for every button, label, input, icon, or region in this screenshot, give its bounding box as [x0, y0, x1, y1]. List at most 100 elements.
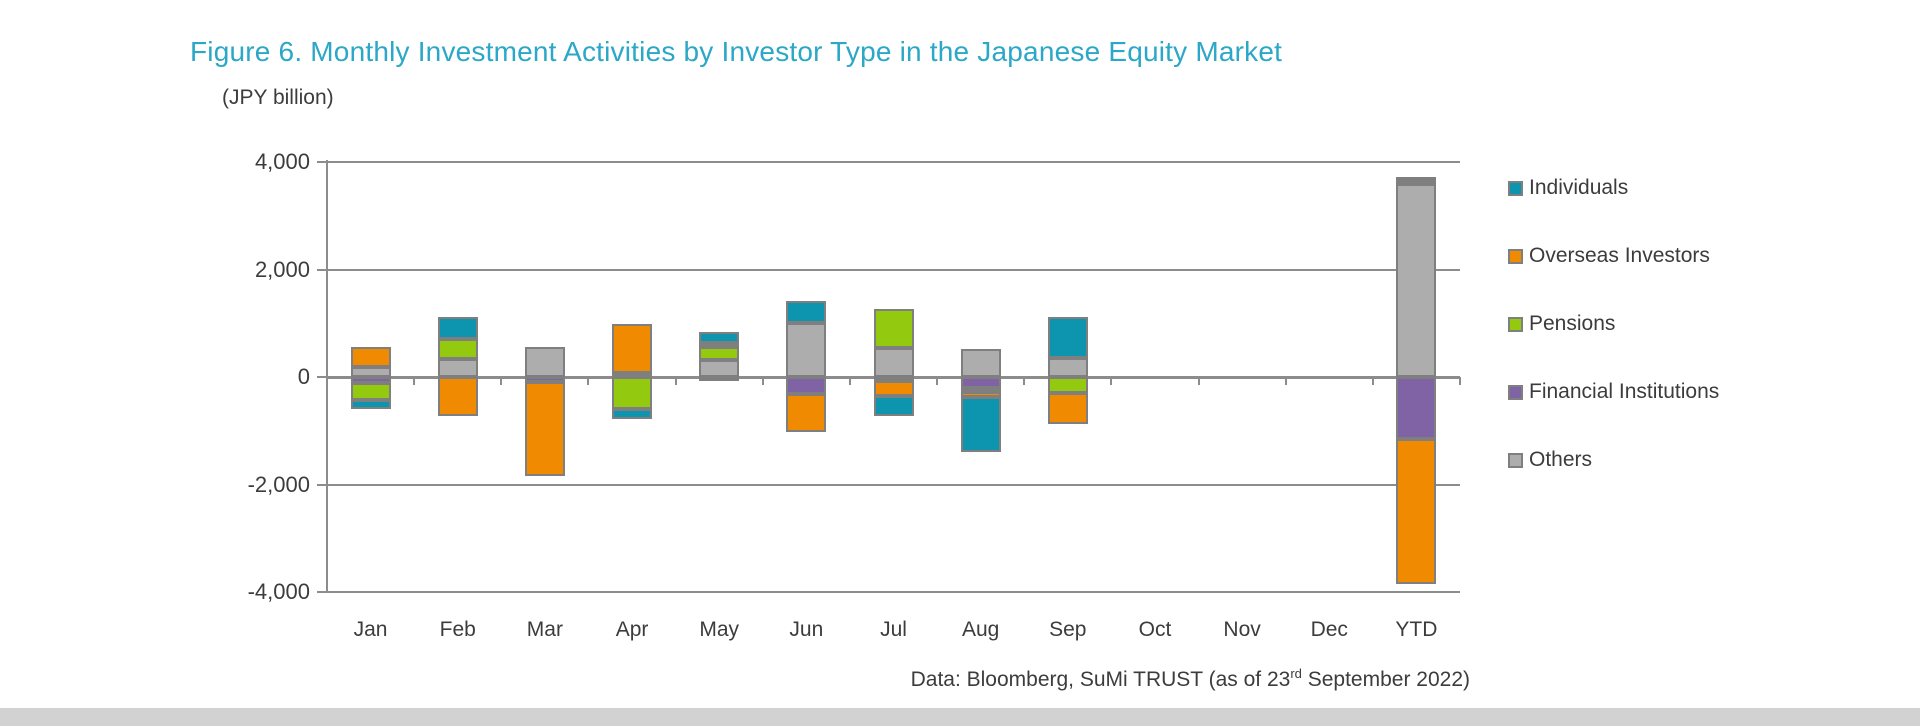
y-axis-tick: [317, 376, 327, 378]
y-axis-line: [326, 160, 328, 592]
legend-label: Pensions: [1529, 312, 1616, 335]
x-axis-label-may: May: [699, 618, 740, 641]
y-axis-label: 4,000: [254, 149, 310, 174]
bar-segment-jul-individuals: [873, 395, 914, 417]
x-axis-label-mar: Mar: [526, 618, 563, 641]
legend-item-financial-institutions: Financial Institutions: [1508, 380, 1719, 404]
chart-title: Figure 6. Monthly Investment Activities …: [190, 36, 1283, 67]
category-axis-tick: [848, 377, 851, 385]
x-axis-label-feb: Feb: [439, 618, 476, 641]
bar-segment-sep-individuals: [1047, 317, 1088, 359]
bar-segment-jun-individuals: [786, 301, 827, 324]
x-axis-label-jun: Jun: [789, 618, 824, 641]
bar-segment-feb-others: [437, 359, 478, 377]
page-bottom-strip: [0, 708, 1920, 726]
bar-segment-aug-others: [960, 349, 1001, 377]
legend-item-overseas-investors: Overseas Investors: [1508, 244, 1710, 268]
legend-item-others: Others: [1508, 448, 1592, 472]
data-source-note: Data: Bloomberg, SuMi TRUST (as of 23rd …: [911, 666, 1470, 692]
category-axis-tick: [1110, 377, 1113, 385]
category-axis-tick: [587, 377, 590, 385]
bar-segment-apr-individuals: [612, 409, 653, 419]
x-axis-label-sep: Sep: [1049, 618, 1087, 641]
category-axis-tick: [1284, 377, 1287, 385]
x-axis-label-nov: Nov: [1223, 618, 1261, 641]
x-axis-label-jul: Jul: [880, 618, 907, 641]
bar-segment-mar-financial-institutions: [524, 377, 565, 383]
bar-segment-sep-pensions: [1047, 377, 1088, 393]
legend-swatch-icon: [1508, 316, 1523, 332]
x-axis-label-ytd: YTD: [1395, 618, 1438, 641]
bar-segment-feb-pensions: [437, 339, 478, 360]
y-axis-label: -2,000: [247, 471, 310, 497]
bar-segment-sep-overseas-investors: [1047, 392, 1088, 424]
legend-swatch-icon: [1508, 384, 1523, 400]
x-axis-label-aug: Aug: [961, 618, 1000, 641]
bar-segment-aug-financial-institutions: [960, 377, 1001, 388]
category-axis-tick: [1459, 377, 1461, 385]
bar-segment-jan-others: [350, 366, 391, 377]
legend-swatch-icon: [1508, 180, 1523, 196]
bar-segment-aug-overseas-investors: [960, 392, 1001, 397]
category-axis-tick: [413, 377, 416, 385]
x-axis-label-apr: Apr: [615, 618, 649, 641]
category-axis-tick: [936, 377, 939, 385]
bar-segment-ytd-overseas-investors: [1396, 438, 1437, 584]
legend-label: Individuals: [1529, 176, 1629, 199]
bar-segment-jan-pensions: [350, 382, 391, 401]
source-text-suffix: September 2022): [1301, 668, 1470, 691]
legend-item-pensions: Pensions: [1508, 312, 1615, 336]
bar-segment-ytd-others: [1396, 183, 1437, 377]
legend-swatch-icon: [1508, 452, 1523, 468]
y-axis-label: 2,000: [254, 256, 310, 282]
bar-segment-apr-others: [612, 372, 653, 377]
bar-segment-feb-overseas-investors: [437, 377, 478, 416]
x-axis-label-dec: Dec: [1310, 618, 1348, 641]
legend-label: Overseas Investors: [1529, 244, 1710, 267]
y-axis-tick: [317, 268, 327, 271]
bar-segment-may-overseas-investors: [699, 343, 740, 348]
y-axis-unit-label: (JPY billion): [222, 86, 334, 109]
bar-segment-may-pensions: [699, 346, 740, 360]
category-axis-tick: [326, 377, 328, 385]
bar-segment-apr-pensions: [612, 377, 653, 410]
gridline-4,000: [327, 161, 1460, 163]
legend-label: Financial Institutions: [1529, 380, 1720, 403]
category-axis-tick: [1197, 377, 1200, 385]
bar-segment-feb-individuals: [437, 316, 478, 340]
bar-segment-ytd-pensions: [1396, 179, 1437, 184]
bar-segment-ytd-individuals: [1396, 176, 1437, 181]
bar-segment-may-financial-institutions: [699, 377, 740, 382]
bar-segment-sep-others: [1047, 358, 1088, 377]
bar-segment-jun-financial-institutions: [786, 377, 827, 395]
gridline--4,000: [327, 591, 1460, 593]
bar-segment-aug-individuals: [960, 396, 1001, 453]
category-axis-tick: [1371, 377, 1374, 385]
bar-segment-jan-financial-institutions: [350, 377, 391, 383]
bar-segment-jul-overseas-investors: [873, 380, 914, 396]
gridline--2,000: [327, 483, 1460, 486]
category-axis-tick: [500, 377, 503, 385]
bar-segment-jun-others: [786, 323, 827, 377]
y-axis-tick: [317, 161, 327, 163]
bar-segment-jan-individuals: [350, 400, 391, 410]
bar-segment-jun-overseas-investors: [786, 394, 827, 432]
legend-swatch-icon: [1508, 248, 1523, 264]
bar-segment-jul-others: [873, 347, 914, 377]
bar-segment-apr-overseas-investors: [612, 324, 653, 373]
source-text-prefix: Data: Bloomberg, SuMi TRUST (as of 23: [910, 668, 1291, 691]
y-axis-label: 0: [297, 364, 310, 389]
y-axis-tick: [317, 591, 327, 593]
x-axis-label-jan: Jan: [353, 618, 388, 641]
bar-segment-ytd-financial-institutions: [1396, 377, 1437, 439]
source-ordinal-superscript: rd: [1290, 666, 1302, 681]
y-axis-tick: [317, 483, 327, 486]
category-axis-tick: [761, 377, 764, 385]
bar-segment-mar-overseas-investors: [524, 382, 565, 477]
x-axis-label-oct: Oct: [1138, 618, 1172, 641]
bar-segment-mar-others: [524, 347, 565, 377]
legend-label: Others: [1529, 448, 1593, 471]
legend-item-individuals: Individuals: [1508, 176, 1628, 200]
bar-segment-may-others: [699, 359, 740, 377]
